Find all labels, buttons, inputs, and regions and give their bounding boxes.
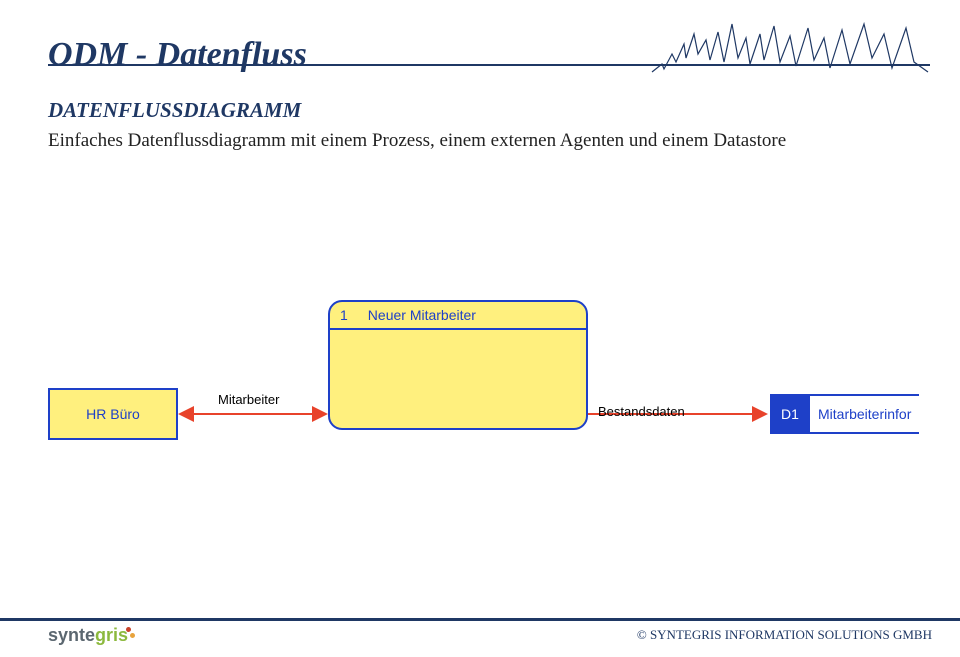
footer-copyright: © SYNTEGRIS INFORMATION SOLUTIONS GMBH xyxy=(637,627,932,643)
datastore-id: D1 xyxy=(770,394,810,434)
process-label: Neuer Mitarbeiter xyxy=(368,307,476,323)
flow-label-bestandsdaten: Bestandsdaten xyxy=(598,404,685,419)
process-body xyxy=(330,330,586,428)
process-node: 1 Neuer Mitarbeiter xyxy=(328,300,588,430)
page-title: ODM - Datenfluss xyxy=(48,36,307,74)
logo-part-a: synte xyxy=(48,625,95,646)
section-description: Einfaches Datenflussdiagramm mit einem P… xyxy=(48,130,786,152)
title-underline xyxy=(48,64,930,66)
syntegris-logo: syntegris xyxy=(48,625,136,646)
dfd-diagram: HR Büro 1 Neuer Mitarbeiter D1 Mitarbeit… xyxy=(48,280,960,500)
logo-part-b: gris xyxy=(95,625,128,646)
datastore-node: D1 Mitarbeiterinfor xyxy=(770,394,919,434)
section-subtitle: DATENFLUSSDIAGRAMM xyxy=(48,98,301,123)
logo-dots-icon xyxy=(126,627,136,641)
external-agent: HR Büro xyxy=(48,388,178,440)
flow-label-mitarbeiter: Mitarbeiter xyxy=(218,392,279,407)
footer: syntegris © SYNTEGRIS INFORMATION SOLUTI… xyxy=(0,613,960,657)
datastore-label: Mitarbeiterinfor xyxy=(810,394,919,434)
agent-label: HR Büro xyxy=(86,406,140,422)
process-id: 1 xyxy=(340,307,348,323)
process-header: 1 Neuer Mitarbeiter xyxy=(330,302,586,330)
